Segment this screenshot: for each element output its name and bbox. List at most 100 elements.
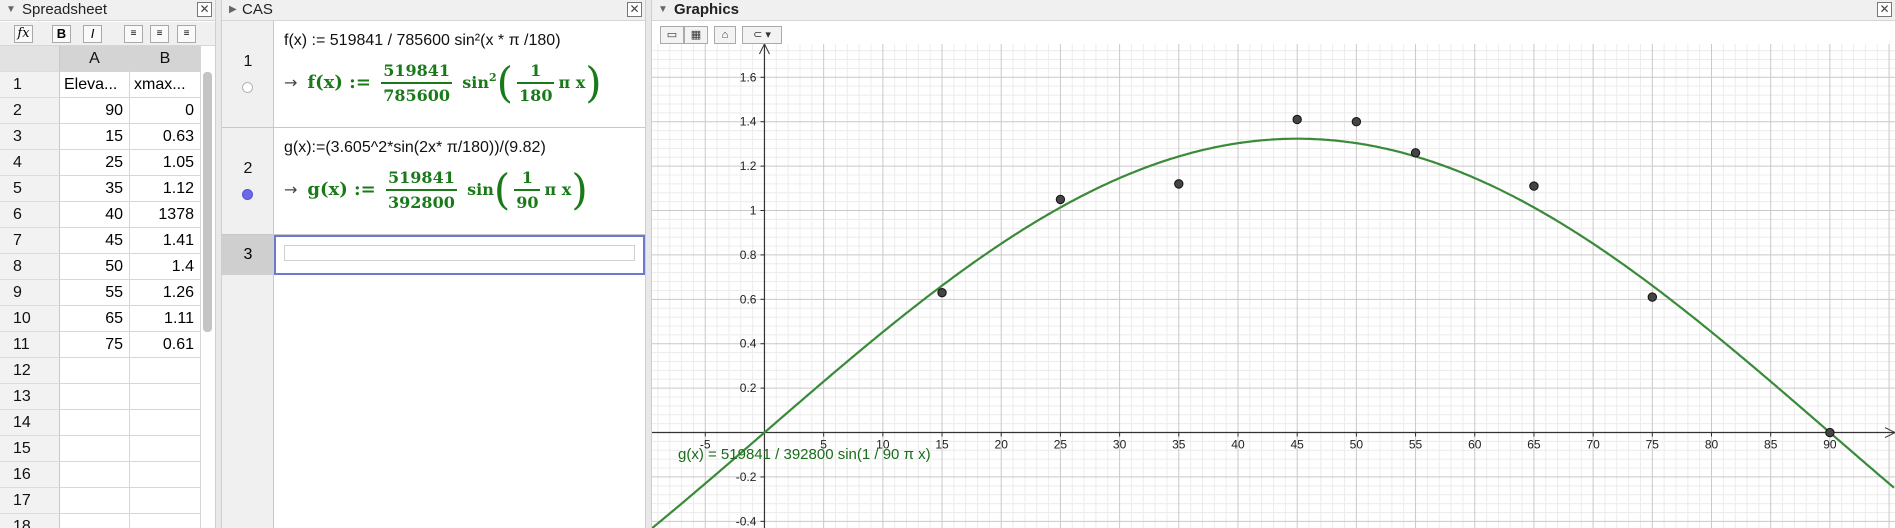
cell-b[interactable]	[130, 462, 201, 488]
cell-a[interactable]	[60, 488, 130, 514]
corner-cell[interactable]	[0, 46, 60, 72]
data-point[interactable]	[1292, 114, 1302, 125]
cell-b[interactable]: 1378	[130, 202, 201, 228]
data-points[interactable]	[937, 114, 1835, 438]
cas-row[interactable]: 1 f(x) := 519841 / 785600 sin²(x * π /18…	[222, 21, 645, 128]
cell-a[interactable]: 75	[60, 332, 130, 358]
close-icon[interactable]: ✕	[627, 2, 642, 17]
fx-button[interactable]: fx	[14, 25, 33, 43]
data-point[interactable]	[1055, 194, 1066, 205]
cas-row-toggle[interactable]	[242, 189, 253, 200]
cell-b[interactable]	[130, 488, 201, 514]
row-header[interactable]: 7	[0, 228, 60, 254]
align-center-icon[interactable]: ≡	[150, 25, 169, 43]
cell-a[interactable]: 65	[60, 306, 130, 332]
cell-b[interactable]: 0	[130, 98, 201, 124]
function-label[interactable]: g(x) = 519841 / 392800 sin(1 / 90 π x)	[678, 446, 931, 463]
cell-a[interactable]	[60, 410, 130, 436]
row-header[interactable]: 11	[0, 332, 60, 358]
cell-a[interactable]: Eleva...	[60, 72, 130, 98]
cas-row-toggle[interactable]	[242, 82, 253, 93]
cell-a[interactable]	[60, 514, 130, 528]
cell-b[interactable]: 1.05	[130, 150, 201, 176]
column-header-a[interactable]: A	[60, 46, 130, 72]
home-icon[interactable]: ⌂	[714, 26, 736, 44]
row-header[interactable]: 15	[0, 436, 60, 462]
spreadsheet-scrollbar[interactable]	[203, 72, 212, 332]
row-header[interactable]: 18	[0, 514, 60, 528]
cell-a[interactable]: 40	[60, 202, 130, 228]
row-header[interactable]: 5	[0, 176, 60, 202]
grid-toggle-icon[interactable]: ▦	[684, 26, 708, 44]
row-header[interactable]: 17	[0, 488, 60, 514]
data-point[interactable]	[1174, 179, 1184, 189]
align-right-icon[interactable]: ≡	[177, 25, 196, 43]
column-header-b[interactable]: B	[130, 46, 201, 72]
bold-button[interactable]: B	[52, 25, 71, 43]
data-point[interactable]	[1351, 117, 1362, 127]
row-header[interactable]: 3	[0, 124, 60, 150]
row-header[interactable]: 13	[0, 384, 60, 410]
italic-button[interactable]: I	[83, 25, 102, 43]
row-header[interactable]: 10	[0, 306, 60, 332]
cell-b[interactable]	[130, 384, 201, 410]
panel-divider[interactable]	[215, 0, 222, 528]
data-point[interactable]	[1825, 427, 1835, 438]
cell-a[interactable]	[60, 384, 130, 410]
cell-b[interactable]: 1.4	[130, 254, 201, 280]
cell-a[interactable]: 50	[60, 254, 130, 280]
row-header[interactable]: 16	[0, 462, 60, 488]
cell-b[interactable]	[130, 358, 201, 384]
row-header[interactable]: 4	[0, 150, 60, 176]
cell-b[interactable]: 0.63	[130, 124, 201, 150]
cell-a[interactable]	[60, 462, 130, 488]
cell-b[interactable]: xmax...	[130, 72, 201, 98]
cas-input[interactable]: f(x) := 519841 / 785600 sin²(x * π /180)	[284, 32, 561, 49]
row-header[interactable]: 1	[0, 72, 60, 98]
collapse-triangle-icon[interactable]: ▼	[658, 4, 668, 15]
cell-b[interactable]: 0.61	[130, 332, 201, 358]
data-point[interactable]	[1410, 148, 1421, 158]
data-point[interactable]	[1529, 181, 1539, 191]
cell-b[interactable]	[130, 436, 201, 462]
axes-toggle-icon[interactable]: ▭	[660, 26, 684, 44]
spreadsheet-title-bar[interactable]: ▼ Spreadsheet ✕	[0, 0, 215, 21]
cell-b[interactable]: 1.26	[130, 280, 201, 306]
cell-a[interactable]: 15	[60, 124, 130, 150]
expand-triangle-icon[interactable]: ▶	[229, 4, 237, 15]
close-icon[interactable]: ✕	[197, 2, 212, 17]
cas-input[interactable]: g(x):=(3.605^2*sin(2x* π/180))/(9.82)	[284, 139, 546, 156]
close-icon[interactable]: ✕	[1877, 2, 1892, 17]
cas-input-field[interactable]	[284, 245, 635, 261]
cas-input-row[interactable]	[274, 235, 645, 275]
graphics-plot[interactable]: -5 5 10 15 20 25 30 35 40 45 50 55 60 65 70 75 80 85 90 -0.…	[652, 44, 1895, 528]
function-curve-g[interactable]	[652, 137, 1895, 528]
cell-b[interactable]	[130, 410, 201, 436]
point-capture-dropdown-icon[interactable]: ⊂ ▾	[742, 26, 782, 44]
row-header[interactable]: 14	[0, 410, 60, 436]
row-header[interactable]: 8	[0, 254, 60, 280]
cell-b[interactable]	[130, 514, 201, 528]
data-point[interactable]	[1647, 292, 1658, 302]
cell-a[interactable]: 45	[60, 228, 130, 254]
cell-a[interactable]: 55	[60, 280, 130, 306]
cas-title-bar[interactable]: ▶ CAS ✕	[222, 0, 645, 21]
graphics-title-bar[interactable]: ▼ Graphics ✕	[652, 0, 1895, 21]
cell-a[interactable]	[60, 358, 130, 384]
row-header[interactable]: 2	[0, 98, 60, 124]
cas-row[interactable]: 2 g(x):=(3.605^2*sin(2x* π/180))/(9.82) …	[222, 128, 645, 235]
cell-a[interactable]: 25	[60, 150, 130, 176]
cell-a[interactable]	[60, 436, 130, 462]
data-point[interactable]	[937, 287, 947, 298]
row-header[interactable]: 9	[0, 280, 60, 306]
cell-b[interactable]: 1.12	[130, 176, 201, 202]
row-header[interactable]: 6	[0, 202, 60, 228]
cell-b[interactable]: 1.11	[130, 306, 201, 332]
row-header[interactable]: 12	[0, 358, 60, 384]
cell-a[interactable]: 90	[60, 98, 130, 124]
cell-a[interactable]: 35	[60, 176, 130, 202]
align-left-icon[interactable]: ≡	[124, 25, 143, 43]
collapse-triangle-icon[interactable]: ▼	[6, 4, 16, 15]
cell-b[interactable]: 1.41	[130, 228, 201, 254]
panel-divider[interactable]	[645, 0, 652, 528]
